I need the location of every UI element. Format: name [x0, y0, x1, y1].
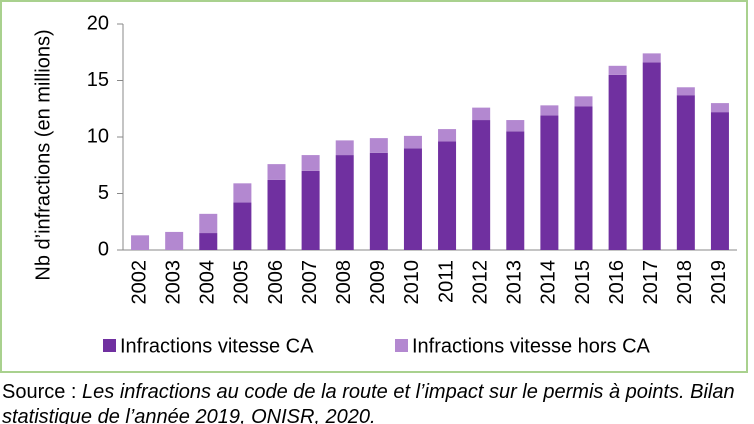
x-tick-label: 2007 [299, 260, 321, 305]
bar-segment [369, 152, 388, 250]
bar-segment [301, 170, 320, 250]
bar-segment [710, 112, 729, 250]
bar-segment [233, 183, 252, 203]
bar-segment [574, 96, 593, 107]
source-prefix: Source : [2, 381, 77, 403]
x-tick-label: 2009 [367, 260, 389, 305]
bar-segment [472, 107, 491, 121]
bar-segment [403, 135, 422, 149]
bar-segment [506, 120, 525, 132]
x-tick-label: 2003 [162, 260, 184, 305]
y-tick-label: 0 [98, 238, 109, 260]
y-tick-label: 5 [98, 182, 109, 204]
bar-segment [472, 120, 491, 250]
chart-border [0, 0, 748, 373]
bar-segment [608, 74, 627, 250]
x-tick-label: 2015 [572, 260, 594, 305]
bar-segment [233, 202, 252, 250]
y-tick-label: 15 [87, 69, 109, 91]
x-tick-label: 2002 [128, 260, 150, 305]
x-tick-label: 2004 [197, 260, 219, 305]
x-tick-label: 2010 [401, 260, 423, 305]
x-tick-label: 2012 [469, 260, 491, 305]
bar-segment [710, 103, 729, 113]
bar-segment [642, 53, 661, 63]
y-tick-label: 10 [87, 125, 109, 147]
bar-segment [506, 131, 525, 250]
bar-segment [335, 155, 354, 250]
legend-swatch [103, 339, 116, 352]
bar-segment [438, 129, 457, 142]
x-tick-label: 2011 [435, 260, 457, 303]
x-tick-label: 2006 [265, 260, 287, 305]
source: Source : Les infractions au code de la r… [2, 380, 750, 424]
x-tick-label: 2018 [674, 260, 696, 305]
bar-segment [574, 106, 593, 251]
y-axis-title: Nb d’infractions (en millions) [32, 29, 54, 280]
bar-segment [642, 62, 661, 250]
legend-label: Infractions vitesse hors CA [412, 335, 651, 357]
bar-segment [676, 95, 695, 250]
x-tick-label: 2005 [231, 260, 253, 305]
bar-segment [540, 115, 559, 250]
bar-segment [540, 105, 559, 116]
bar-segment [335, 140, 354, 156]
legend-swatch [395, 339, 408, 352]
bar-segment [267, 179, 286, 250]
bar-segment [199, 233, 218, 250]
x-tick-label: 2016 [606, 260, 628, 305]
x-tick-label: 2017 [640, 260, 662, 305]
x-tick-label: 2014 [538, 260, 560, 305]
bar-segment [676, 87, 695, 96]
legend-label: Infractions vitesse CA [120, 335, 314, 357]
bar-segment [165, 231, 184, 250]
x-tick-label: 2019 [708, 260, 730, 305]
bar-segment [403, 148, 422, 250]
y-tick-label: 20 [87, 12, 109, 34]
bar-segment [369, 138, 388, 153]
bar-segment [199, 213, 218, 234]
bar-segment [438, 141, 457, 250]
chart: Nb d’infractions (en millions) 0 5 10 15 20 2… [0, 0, 748, 373]
bar-segment [267, 164, 286, 180]
source-text: Les infractions au code de la route et l… [2, 381, 735, 424]
bar-segment [131, 235, 150, 250]
x-tick-label: 2008 [333, 260, 355, 305]
bar-segment [301, 155, 320, 171]
x-tick-label: 2013 [504, 260, 526, 305]
bar-segment [608, 65, 627, 75]
